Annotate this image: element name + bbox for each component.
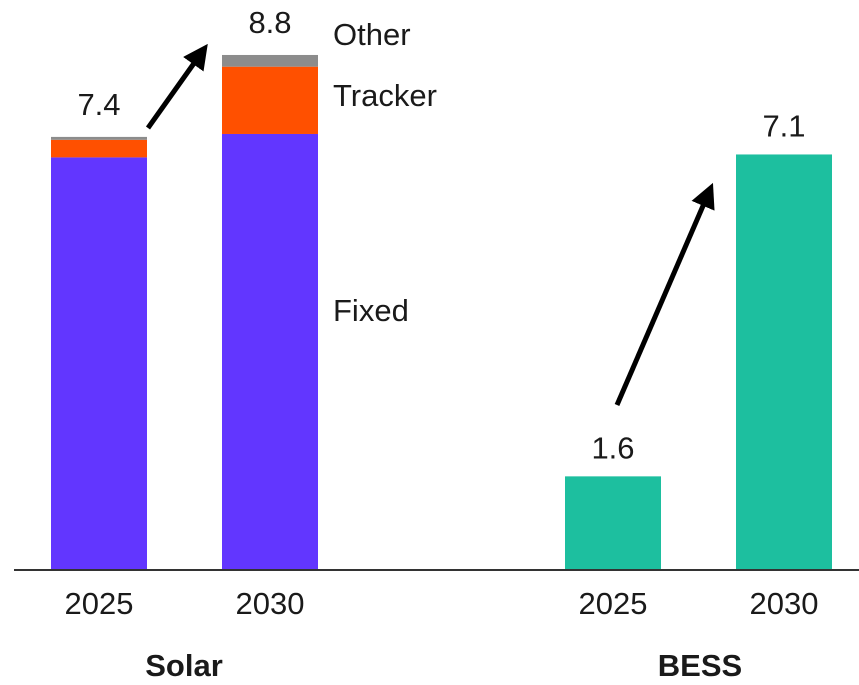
x-tick-label: 2025 xyxy=(65,586,134,621)
x-tick-label: 2025 xyxy=(579,586,648,621)
value-label: 7.1 xyxy=(762,109,805,144)
bar xyxy=(736,154,832,570)
legend-label: Fixed xyxy=(333,293,409,328)
value-label: 1.6 xyxy=(591,431,634,466)
bar-segment xyxy=(222,66,318,134)
total-label: 8.8 xyxy=(248,5,291,40)
bar xyxy=(565,476,661,570)
group-label: BESS xyxy=(658,648,742,683)
growth-arrow xyxy=(145,43,208,130)
bar-segment xyxy=(222,133,318,570)
bar-segment xyxy=(51,136,147,140)
group-label: Solar xyxy=(145,648,223,683)
bar-segment xyxy=(51,139,147,158)
x-tick-label: 2030 xyxy=(750,586,819,621)
legend-label: Tracker xyxy=(333,78,437,113)
x-tick-label: 2030 xyxy=(236,586,305,621)
growth-arrow xyxy=(614,182,715,406)
legend-label: Other xyxy=(333,17,411,52)
total-label: 7.4 xyxy=(77,87,120,122)
bar-segment xyxy=(222,54,318,67)
bar-segment xyxy=(51,157,147,571)
